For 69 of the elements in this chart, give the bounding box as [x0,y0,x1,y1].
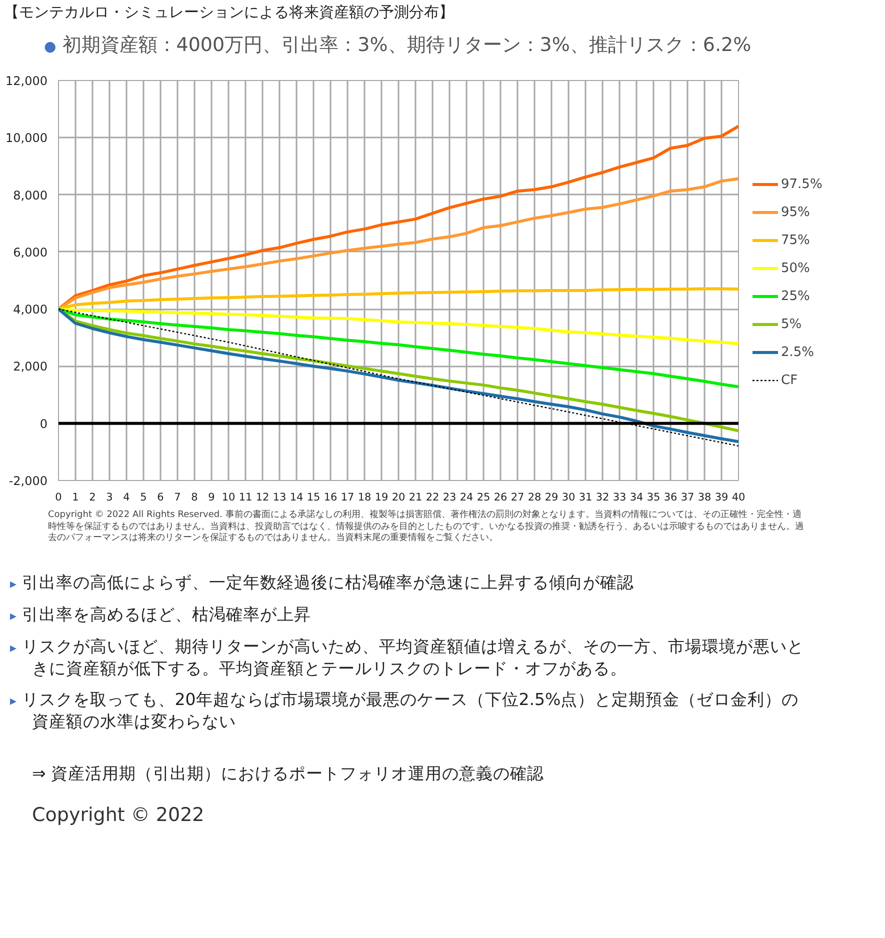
x-tick-label: 18 [358,492,372,504]
y-tick-label: 10,000 [6,131,48,146]
x-tick-label: 17 [340,492,354,504]
legend-label: 2.5% [781,344,814,360]
x-tick-label: 4 [123,492,130,504]
legend-label: 95% [781,204,810,220]
y-tick-label: 0 [40,416,48,431]
x-tick-label: 5 [140,492,147,504]
legend-label: 97.5% [781,176,822,192]
legend-label: CF [781,372,799,388]
x-tick-label: 28 [528,492,542,504]
x-tick-label: 36 [664,492,678,504]
text: ▸ 引出率を高めるほど、枯渇確率が上昇 [10,604,312,626]
x-tick-label: 10 [222,492,236,504]
text: ⇒ 資産活用期（引出期）におけるポートフォリオ運用の意義の確認 [32,763,544,785]
x-tick-label: 6 [157,492,164,504]
x-tick-label: 12 [256,492,270,504]
x-tick-label: 22 [426,492,440,504]
y-tick-label: 12,000 [6,74,48,88]
chart-subtitle: ● 初期資産額：4000万円、引出率：3%、期待リターン：3%、推計リスク：6.2% [43,33,752,58]
y-tick-label: 4,000 [13,302,48,317]
x-tick-label: 8 [191,492,198,504]
x-tick-label: 31 [578,492,592,504]
x-tick-label: 2 [89,492,96,504]
x-tick-label: 19 [374,492,388,504]
x-tick-label: 33 [612,492,626,504]
y-tick-label: 2,000 [13,360,48,374]
line-series [58,287,738,311]
y-tick-label: 6,000 [13,245,48,260]
x-tick-label: 0 [55,492,62,504]
x-tick-label: 1 [72,492,79,504]
legend-label: 50% [781,260,810,276]
text: Copyright © 2022 All Rights Reserved. 事前の書面による承諾なしの利用、複製等は損害賠償、著作権法の罰則の対象となります。当資料の情報については、その正確性・完全性・適時性等を保証するものではありません。当資料は、投資助言ではなく、情報提供のみを目的としたものです。いかなる投資の推奨・勧誘を行う、あるいは示唆するものではありません。過去のパフォーマンスは将来のリターンを保証するものではありません。当資料末尾の重要情報をご覧ください。 [48,510,805,546]
x-tick-label: 29 [544,492,558,504]
x-tick-label: 26 [494,492,508,504]
x-tick-label: 3 [106,492,113,504]
x-tick-label: 9 [208,492,215,504]
y-tick-label: -2,000 [8,474,48,488]
chart-title: 【モンテカルロ・シミュレーションによる将来資産額の予測分布】 [4,2,454,23]
x-tick-label: 32 [596,492,610,504]
x-tick-label: 40 [732,492,746,504]
text: ▸ リスクが高いほど、期待リターンが高いため、平均資産額値は増えるが、その一方、市場環境が悪いときに資産額が低下する。平均資産額とテールリスクのトレード・オフがある。 [10,636,805,680]
text: ▸ 引出率の高低によらず、一定年数経過後に枯渇確率が急速に上昇する傾向が確認 [10,572,635,594]
x-tick-label: 23 [442,492,456,504]
x-tick-label: 15 [306,492,320,504]
text: ▸ リスクを取っても、20年超ならば市場環境が最悪のケース（下位2.5%点）と定期預金（ゼロ金利）の資産額の水準は変わらない [10,689,800,732]
x-tick-label: 27 [510,492,524,504]
line-series [58,308,738,346]
x-tick-label: 37 [680,492,694,504]
text: Copyright © 2022 [32,803,204,828]
x-tick-label: 16 [324,492,338,504]
x-tick-label: 7 [174,492,181,504]
x-tick-label: 20 [392,492,406,504]
x-tick-label: 21 [408,492,422,504]
x-tick-label: 25 [476,492,490,504]
x-tick-label: 34 [630,492,644,504]
x-tick-label: 30 [562,492,576,504]
x-tick-label: 38 [698,492,712,504]
legend-label: 75% [781,232,810,248]
x-tick-label: 13 [272,492,286,504]
x-tick-label: 11 [238,492,252,504]
x-tick-label: 35 [646,492,660,504]
line-series [58,308,738,388]
legend-label: 25% [781,288,810,304]
y-tick-label: 8,000 [13,188,48,202]
legend-label: 5% [781,316,802,332]
x-tick-label: 14 [290,492,304,504]
x-tick-label: 24 [460,492,474,504]
x-tick-label: 39 [714,492,728,504]
